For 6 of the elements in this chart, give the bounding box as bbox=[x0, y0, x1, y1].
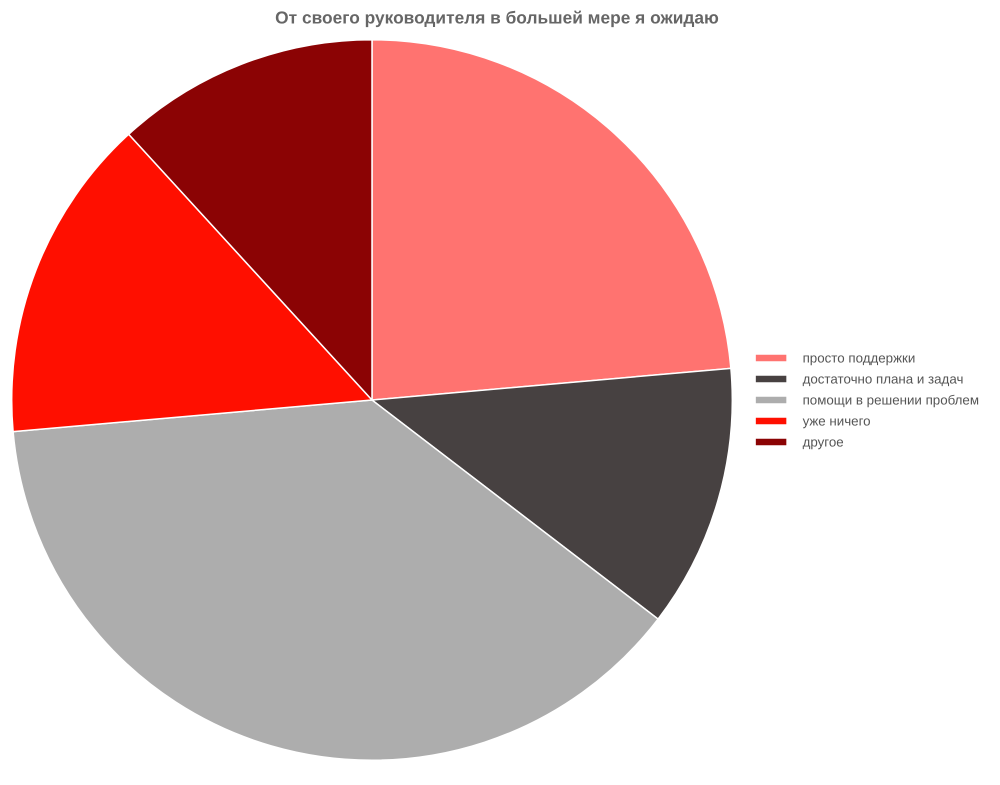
legend-label: другое bbox=[802, 434, 844, 449]
legend-label: уже ничего bbox=[802, 413, 871, 428]
legend-label: помощи в решении проблем bbox=[802, 392, 979, 407]
chart-title: От своего руководителя в большей мере я ожидаю bbox=[275, 8, 720, 28]
legend-label: просто поддержки bbox=[802, 350, 916, 365]
legend-label: достаточно плана и задач bbox=[802, 371, 964, 386]
